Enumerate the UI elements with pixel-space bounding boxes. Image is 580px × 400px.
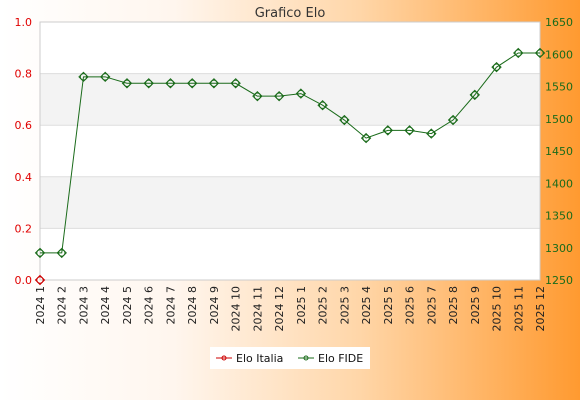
chart-title: Grafico Elo: [255, 6, 326, 21]
y-left-tick-label: 0.2: [15, 222, 33, 235]
legend-label-elo-italia: Elo Italia: [236, 352, 283, 365]
data-point-ring-1: [514, 49, 522, 57]
y-right-tick-label: 1450: [545, 145, 573, 158]
x-tick-label: 2025 3: [338, 286, 351, 325]
x-tick-label: 2024 5: [121, 286, 134, 325]
y-axis-left: 0.0 0.2 0.4 0.6 0.8 1.0: [15, 16, 33, 287]
y-right-tick-label: 1500: [545, 113, 573, 126]
x-tick-label: 2025 8: [447, 286, 460, 325]
x-tick-label: 2025 9: [469, 286, 482, 325]
data-point-ring-1: [297, 89, 305, 98]
data-point-ring-1: [492, 63, 501, 71]
x-tick-label: 2024 10: [230, 286, 243, 332]
legend: Elo Italia Elo FIDE: [210, 347, 370, 369]
plot-band: [40, 73, 540, 126]
data-point-ring-1: [384, 126, 392, 135]
y-right-tick-label: 1650: [545, 16, 573, 29]
x-tick-label: 2025 12: [534, 286, 547, 332]
data-point-ring-1: [144, 79, 153, 87]
legend-marker-elo-italia: [221, 355, 227, 361]
x-tick-label: 2024 1: [34, 286, 47, 325]
data-point-ring-1: [275, 92, 283, 100]
y-right-tick-label: 1350: [545, 210, 573, 223]
y-left-tick-label: 1.0: [15, 16, 33, 29]
plot-area: [39, 21, 541, 281]
y-left-tick-label: 0.8: [15, 68, 33, 81]
x-tick-label: 2024 3: [77, 286, 90, 325]
data-point-ring-1: [231, 79, 240, 87]
x-tick-label: 2024 7: [164, 286, 177, 325]
x-tick-label: 2025 5: [382, 286, 395, 325]
legend-box: [210, 347, 370, 369]
y-left-tick-label: 0.0: [15, 274, 33, 287]
plot-band: [40, 22, 540, 74]
series-markers: [34, 47, 546, 286]
data-point-ring-1: [79, 73, 88, 81]
x-tick-label: 2025 6: [404, 286, 417, 325]
x-tick-label: 2024 4: [99, 286, 112, 325]
plot-band: [40, 125, 540, 177]
legend-label-elo-fide: Elo FIDE: [318, 352, 363, 365]
data-point-ring-1: [427, 129, 436, 138]
data-point-ring-1: [166, 79, 175, 87]
y-left-tick-label: 0.4: [15, 171, 33, 184]
x-tick-label: 2024 11: [251, 286, 264, 332]
data-point-ring-1: [471, 91, 479, 99]
x-tick-label: 2024 12: [273, 286, 286, 332]
y-axis-right: 1250 1300 1350 1400 1450 1500 1550 1600 1650: [545, 16, 573, 287]
data-point-ring-1: [58, 249, 66, 257]
x-axis: 2024 1 2024 2 2024 3 2024 4 2024 5 2024 6 2024…: [34, 286, 547, 332]
y-right-tick-label: 1250: [545, 274, 573, 287]
data-point-ring-1: [318, 101, 327, 109]
legend-marker-elo-fide: [303, 355, 309, 361]
data-point-ring-1: [405, 126, 414, 135]
data-point-ring-1: [536, 49, 544, 57]
y-right-tick-label: 1550: [545, 81, 573, 94]
x-tick-label: 2025 2: [317, 286, 330, 325]
x-tick-label: 2024 8: [186, 286, 199, 325]
data-point-ring-1: [253, 92, 262, 100]
x-tick-label: 2025 10: [491, 286, 504, 332]
data-point-ring-1: [210, 79, 218, 87]
y-left-tick-label: 0.6: [15, 119, 33, 132]
x-tick-label: 2025 7: [425, 286, 438, 325]
data-point-ring-1: [123, 79, 131, 87]
x-tick-label: 2024 6: [143, 286, 156, 325]
y-right-tick-label: 1400: [545, 177, 573, 190]
x-tick-label: 2024 2: [56, 286, 69, 325]
data-point-ring-1: [188, 79, 196, 87]
plot-bands: [40, 22, 540, 280]
x-tick-label: 2025 11: [512, 286, 525, 332]
x-tick-label: 2024 9: [208, 286, 221, 325]
y-right-tick-label: 1600: [545, 48, 573, 61]
x-tick-label: 2025 4: [360, 286, 373, 325]
data-point-ring-1: [36, 249, 44, 257]
y-right-tick-label: 1300: [545, 242, 573, 255]
data-point-ring-1: [340, 116, 349, 124]
x-tick-label: 2025 1: [295, 286, 308, 325]
data-point-ring-0: [36, 276, 44, 284]
plot-band: [40, 228, 540, 280]
data-point-ring-1: [362, 134, 370, 142]
data-point-ring-1: [101, 73, 109, 81]
plot-band: [40, 176, 540, 229]
data-point-ring-1: [449, 116, 457, 124]
